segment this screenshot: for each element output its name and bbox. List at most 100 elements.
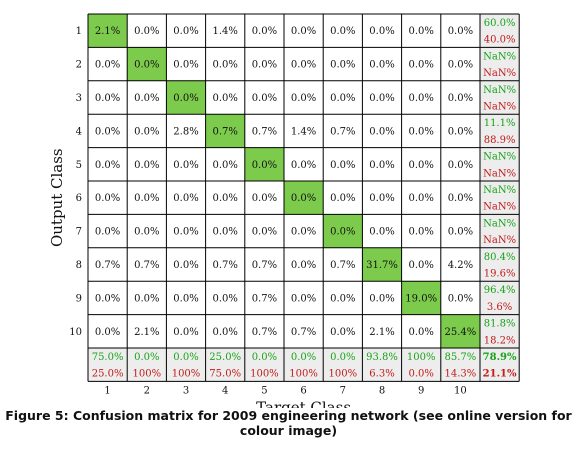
diagonal-cell [284,181,324,215]
summary-cell [480,80,520,115]
diagonal-cell [88,14,128,48]
cell-value: 0.0% [134,126,159,137]
matrix-cell [88,314,128,348]
column-summary-incorrect: 25.0% [92,369,124,380]
row-tick-label: 9 [76,293,82,304]
cell-value: 0.0% [173,160,198,171]
figure-caption: Figure 5: Confusion matrix for 2009 engi… [5,408,572,438]
matrix-cell [244,314,284,348]
confusion-matrix-chart: 2.1% 0.0% 0.0% 1.4% 0.0% 0.0% 0.0% 0.0% 0.0% 0.0%… [48,13,520,408]
column-tick-label: 8 [379,385,385,396]
row-summary-incorrect: 88.9% [484,135,516,146]
row-tick-label: 6 [76,193,82,204]
cell-value: 0.0% [330,160,355,171]
column-summary-incorrect: 100% [289,369,318,380]
row-summary-incorrect: NaN% [483,68,516,79]
matrix-cell [166,47,206,81]
matrix-cell [284,80,324,115]
matrix-cell [88,247,128,282]
matrix-cell [88,47,128,81]
diagonal-cell [362,247,402,282]
cell-value: 0.0% [291,260,316,271]
matrix-cell [323,247,363,282]
cell-value: 0.0% [448,126,473,137]
cell-value: 0.0% [173,293,198,304]
cell-value: 0.0% [369,93,394,104]
cell-value: 0.0% [369,193,394,204]
diagonal-cell [323,214,363,248]
cell-value: 0.0% [408,93,433,104]
matrix-cell [323,47,363,81]
diagonal-cell [401,281,441,315]
matrix-cell [362,281,402,315]
cell-value: 0.0% [369,293,394,304]
matrix-cell [166,314,206,348]
column-summary-correct: 75.0% [92,352,124,363]
matrix-cell [205,47,245,81]
matrix-cell [127,247,167,282]
matrix-cell [205,147,245,181]
cell-value: 0.0% [95,160,120,171]
matrix-cell [440,80,480,115]
cell-value: 0.7% [330,126,355,137]
cell-value: 0.0% [330,60,355,71]
diagonal-cell [440,314,480,348]
row-tick-label: 5 [76,160,82,171]
cell-value: 0.0% [330,293,355,304]
column-summary-correct: 85.7% [445,352,477,363]
matrix-cell [127,314,167,348]
row-summary-incorrect: 19.6% [484,269,516,280]
cell-value: 0.0% [252,227,277,238]
summary-cell [480,247,520,282]
cell-value: 0.0% [173,60,198,71]
summary-cell [284,348,324,382]
column-summary-correct: 0.0% [330,352,355,363]
cell-value: 0.0% [448,160,473,171]
cell-value: 31.7% [366,260,398,271]
cell-value: 0.0% [330,26,355,37]
summary-cell [362,348,402,382]
cell-value: 0.0% [408,160,433,171]
cell-value: 0.0% [448,293,473,304]
summary-cell [480,348,520,382]
cell-value: 0.0% [369,60,394,71]
cell-value: 0.0% [252,26,277,37]
cell-value: 2.1% [95,26,120,37]
matrix-cell [362,47,402,81]
matrix-cell [323,147,363,181]
cell-value: 0.0% [330,227,355,238]
matrix-cell [362,181,402,215]
matrix-cell [205,181,245,215]
row-summary-correct: NaN% [483,185,516,196]
matrix-cell [127,114,167,148]
column-tick-label: 3 [183,385,189,396]
matrix-cell [244,80,284,115]
matrix-cell [362,14,402,48]
summary-cell [401,348,441,382]
matrix-cell [244,47,284,81]
matrix-cell [401,114,441,148]
matrix-cell [362,147,402,181]
column-tick-label: 7 [340,385,346,396]
row-summary-incorrect: 18.2% [484,335,516,346]
summary-cell [480,147,520,181]
cell-value: 0.0% [173,193,198,204]
column-tick-label: 5 [261,385,267,396]
column-summary-correct: 93.8% [366,352,398,363]
row-summary-correct: 81.8% [484,319,516,330]
cell-value: 2.1% [369,327,394,338]
cell-value: 0.0% [95,60,120,71]
cell-value: 0.0% [369,126,394,137]
matrix-cell [323,14,363,48]
matrix-cell [401,80,441,115]
cell-value: 0.0% [291,193,316,204]
column-summary-incorrect: 0.0% [408,369,433,380]
column-summary-correct: 0.0% [173,352,198,363]
cell-value: 0.0% [212,193,237,204]
cell-value: 0.0% [212,293,237,304]
summary-cell [480,214,520,248]
matrix-cell [440,214,480,248]
matrix-cell [323,281,363,315]
cell-value: 0.0% [408,26,433,37]
summary-cell [440,348,480,382]
